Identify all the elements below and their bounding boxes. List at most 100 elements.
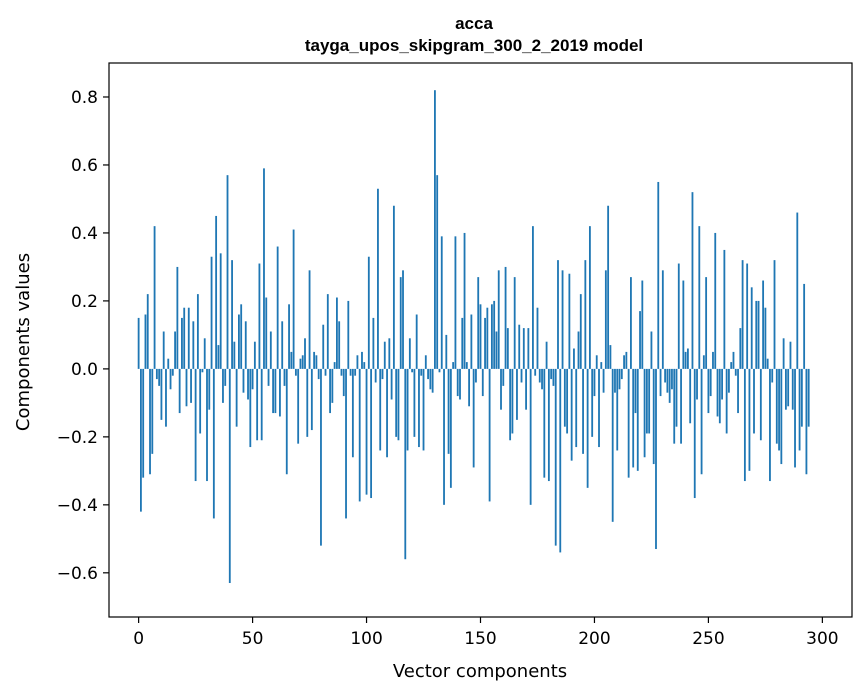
- bar-17: [176, 266, 179, 369]
- bar-62: [279, 368, 281, 417]
- bar-4: [146, 294, 149, 369]
- bar-80: [320, 368, 322, 546]
- bar-293: [805, 368, 808, 475]
- bar-161: [504, 266, 507, 369]
- bar-256: [721, 368, 723, 400]
- bar-192: [575, 368, 578, 448]
- bar-74: [306, 368, 309, 437]
- bar-96: [356, 355, 359, 369]
- bar-186: [561, 270, 564, 369]
- bar-6: [151, 368, 154, 454]
- bar-210: [616, 368, 619, 451]
- bar-140: [456, 368, 459, 397]
- bar-185: [559, 368, 562, 553]
- bar-200: [593, 368, 596, 397]
- bar-205: [604, 270, 607, 369]
- bar-121: [413, 368, 416, 437]
- bar-134: [443, 368, 445, 505]
- bar-119: [408, 338, 411, 369]
- bar-177: [541, 368, 543, 390]
- bar-180: [547, 368, 550, 482]
- bar-218: [634, 368, 637, 414]
- bar-216: [630, 277, 632, 369]
- bar-231: [664, 368, 667, 383]
- bar-144: [465, 362, 468, 369]
- bar-147: [472, 368, 475, 468]
- bar-58: [269, 331, 272, 369]
- bar-260: [730, 362, 733, 369]
- bar-23: [190, 368, 192, 403]
- bar-79: [317, 368, 320, 380]
- bar-275: [764, 307, 767, 369]
- bar-262: [734, 368, 737, 376]
- bar-44: [238, 314, 240, 369]
- bar-222: [643, 368, 646, 458]
- bar-202: [598, 368, 600, 448]
- bar-158: [497, 270, 500, 369]
- bar-226: [652, 368, 655, 465]
- bar-11: [162, 331, 165, 369]
- bar-204: [602, 368, 605, 393]
- bar-191: [573, 348, 575, 369]
- bar-229: [659, 368, 662, 397]
- bars-group: [137, 90, 810, 584]
- bar-106: [379, 368, 382, 451]
- bar-91: [345, 368, 347, 519]
- bar-157: [495, 331, 498, 369]
- bar-88: [338, 321, 341, 369]
- chart-title: acca: [455, 14, 493, 33]
- bar-52: [256, 368, 259, 441]
- bar-145: [468, 368, 471, 407]
- bar-97: [358, 368, 361, 502]
- bar-174: [534, 368, 537, 376]
- bar-251: [709, 368, 712, 397]
- bar-258: [725, 368, 728, 434]
- bar-278: [771, 368, 774, 383]
- bar-271: [755, 300, 758, 369]
- x-tick-label: 50: [242, 629, 264, 649]
- bar-107: [381, 368, 384, 380]
- bar-118: [406, 368, 409, 451]
- bar-19: [181, 317, 183, 369]
- bar-264: [739, 328, 742, 369]
- bar-83: [326, 294, 329, 369]
- bar-201: [595, 355, 598, 369]
- bar-164: [511, 368, 514, 434]
- bar-22: [187, 307, 190, 369]
- bar-265: [741, 260, 744, 369]
- bar-284: [784, 368, 787, 410]
- bar-212: [620, 368, 623, 380]
- bar-243: [691, 192, 694, 369]
- y-tick-label: −0.2: [57, 428, 98, 448]
- bar-163: [509, 368, 512, 441]
- bar-61: [276, 246, 279, 369]
- bar-187: [563, 368, 566, 427]
- bar-26: [196, 294, 199, 369]
- bar-66: [288, 304, 290, 369]
- bar-148: [475, 368, 477, 383]
- bar-67: [290, 351, 293, 369]
- bar-217: [632, 368, 635, 468]
- bar-51: [253, 341, 256, 369]
- bar-102: [370, 368, 373, 499]
- bar-287: [791, 368, 794, 410]
- bar-84: [329, 368, 331, 414]
- bar-40: [228, 368, 231, 584]
- bar-252: [712, 351, 714, 369]
- bar-8: [155, 368, 158, 380]
- bar-285: [787, 368, 790, 407]
- bar-246: [698, 226, 701, 369]
- bar-24: [192, 321, 195, 369]
- bar-42: [233, 341, 236, 369]
- bar-120: [411, 368, 414, 373]
- bar-36: [219, 253, 222, 369]
- bar-166: [516, 368, 518, 420]
- bar-75: [308, 270, 311, 369]
- bar-143: [463, 232, 466, 369]
- bar-159: [500, 368, 502, 410]
- bar-282: [780, 368, 783, 465]
- bar-189: [568, 273, 571, 369]
- bar-169: [522, 328, 525, 369]
- bar-213: [623, 355, 625, 369]
- bar-291: [800, 368, 803, 427]
